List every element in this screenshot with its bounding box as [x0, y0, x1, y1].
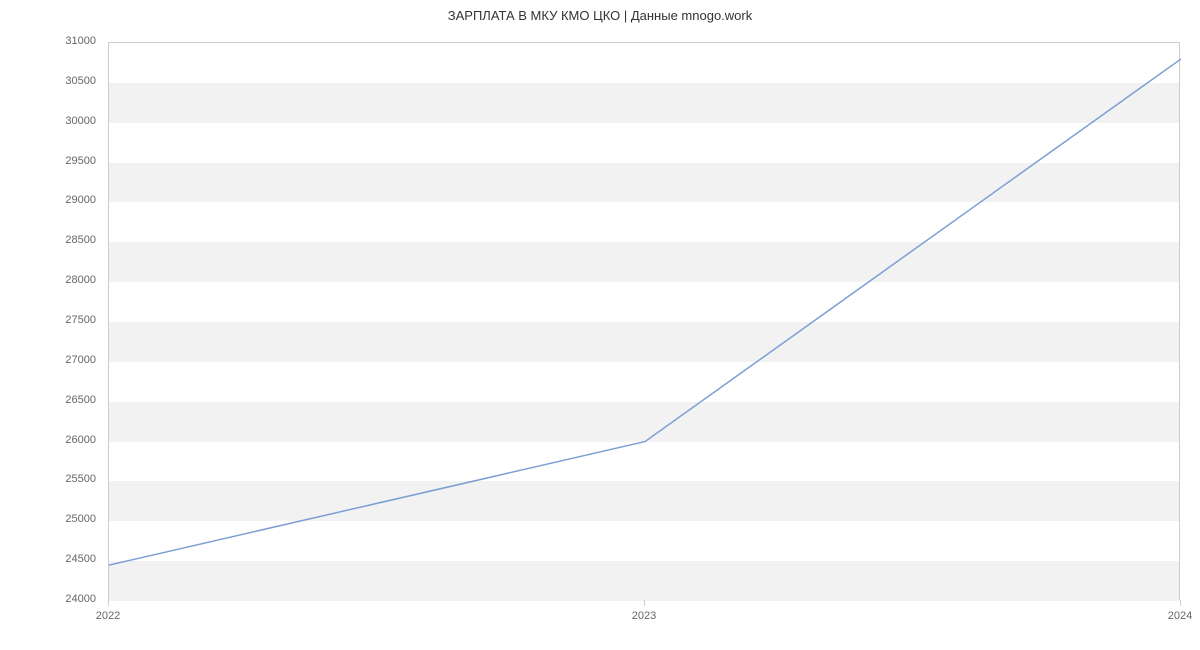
chart-title: ЗАРПЛАТА В МКУ КМО ЦКО | Данные mnogo.wo… [0, 8, 1200, 23]
y-tick-label: 29000 [0, 194, 96, 206]
plot-area [108, 42, 1180, 600]
x-tick-label: 2022 [96, 610, 120, 622]
series-salary [109, 59, 1181, 565]
y-tick-label: 31000 [0, 35, 96, 47]
y-tick-label: 27500 [0, 314, 96, 326]
y-tick-label: 26500 [0, 394, 96, 406]
y-tick-label: 30500 [0, 75, 96, 87]
y-tick-label: 27000 [0, 354, 96, 366]
x-tick-label: 2023 [632, 610, 656, 622]
y-tick-label: 30000 [0, 115, 96, 127]
x-tick-mark [644, 600, 645, 606]
y-tick-label: 24500 [0, 553, 96, 565]
y-tick-label: 24000 [0, 593, 96, 605]
y-tick-label: 29500 [0, 155, 96, 167]
y-tick-label: 25000 [0, 513, 96, 525]
chart-lines [109, 43, 1181, 601]
x-tick-mark [1180, 600, 1181, 606]
y-tick-label: 28500 [0, 234, 96, 246]
y-tick-label: 26000 [0, 434, 96, 446]
x-tick-mark [108, 600, 109, 606]
x-tick-label: 2024 [1168, 610, 1192, 622]
y-tick-label: 28000 [0, 274, 96, 286]
y-tick-label: 25500 [0, 473, 96, 485]
